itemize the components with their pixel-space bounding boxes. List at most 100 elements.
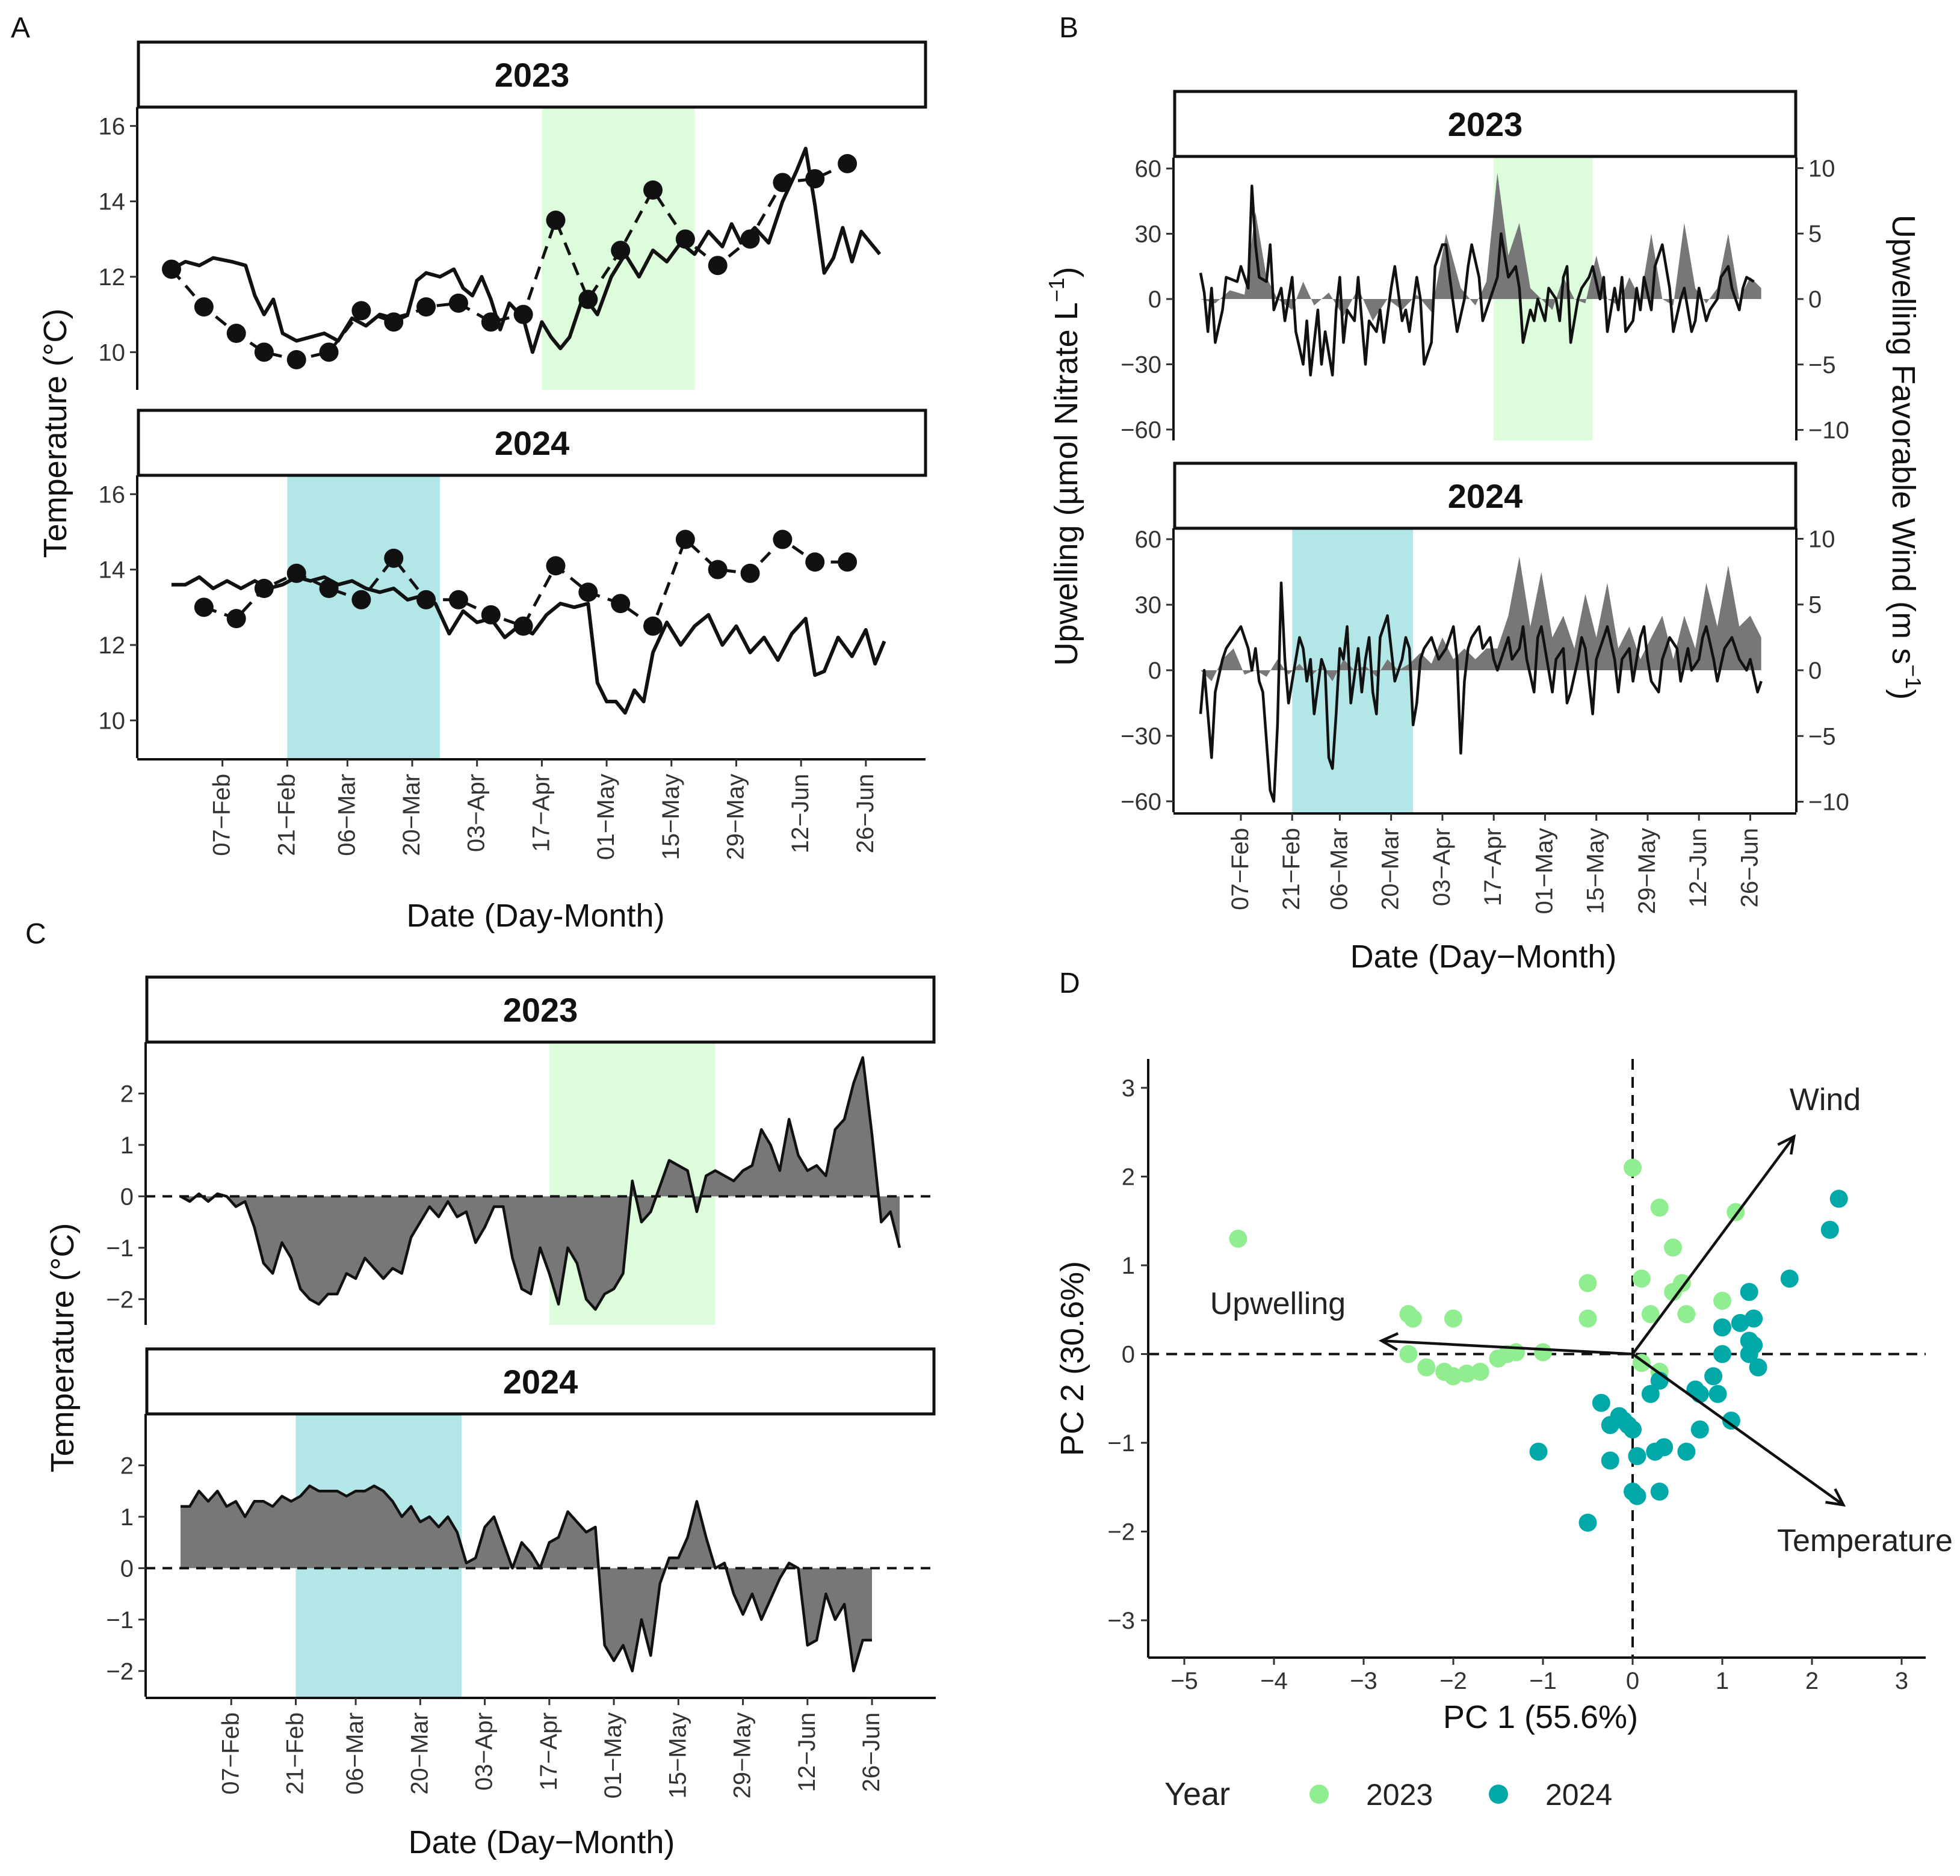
y-axis-right-tick-label: −10 xyxy=(1808,418,1849,444)
site-temperature-point xyxy=(708,256,728,276)
legend-title: Year xyxy=(1164,1776,1230,1812)
point-2024 xyxy=(1628,1487,1646,1505)
site-temperature-point xyxy=(838,552,858,572)
y-axis-left-tick-label: 30 xyxy=(1135,592,1162,619)
x-axis-tick-label: 03−Apr xyxy=(471,1712,498,1791)
point-2024 xyxy=(1641,1384,1660,1403)
x-axis-tick-label: 20−Mar xyxy=(1377,828,1404,910)
site-temperature-point xyxy=(448,293,468,313)
x-axis-tick-label: −5 xyxy=(1170,1668,1198,1694)
site-temperature-point xyxy=(351,301,371,321)
x-axis-tick-label: 20−Mar xyxy=(398,774,425,856)
y-axis-right-tick-label: 10 xyxy=(1808,526,1835,552)
site-temperature-point xyxy=(319,579,339,598)
facet-2023: 2023 −60 −30 0 30 60 −10 −5 0 5 10 xyxy=(1121,90,1849,444)
loading-label-wind: Wind xyxy=(1790,1082,1861,1117)
y-axis-right-tick-label: 10 xyxy=(1808,155,1835,182)
facet-strip-label: 2024 xyxy=(503,1363,578,1401)
site-temperature-point xyxy=(546,556,566,576)
panel-letter: C xyxy=(25,918,46,950)
site-temperature-point xyxy=(286,350,306,369)
x-axis-tick-label: 3 xyxy=(1895,1668,1908,1694)
point-2024 xyxy=(1650,1483,1669,1501)
site-temperature-point xyxy=(481,605,501,625)
x-axis-tick-label: 0 xyxy=(1626,1668,1639,1694)
site-temperature-point xyxy=(416,297,436,317)
continuous-temperature-line xyxy=(172,575,886,715)
site-temperature-point xyxy=(351,590,371,609)
y-axis-tick-label: 2 xyxy=(120,1081,134,1107)
point-2024 xyxy=(1708,1384,1727,1403)
y-axis-right-tick-label: −10 xyxy=(1808,789,1849,816)
y-axis-tick-label: 16 xyxy=(99,113,126,140)
x-axis-tick-label: 1 xyxy=(1716,1668,1729,1694)
point-2023 xyxy=(1417,1358,1436,1377)
y-axis-right-tick-label: 5 xyxy=(1808,592,1822,619)
facet-2024: 2024 −2 −1 0 1 2 xyxy=(106,1347,936,1697)
point-2024 xyxy=(1829,1189,1848,1208)
site-temperature-point xyxy=(773,529,793,549)
y-axis-left-tick-label: 60 xyxy=(1135,156,1162,182)
facet-2024: 2024 10 12 14 16 xyxy=(99,409,927,758)
y-axis-left-tick-label: −60 xyxy=(1121,789,1161,815)
y-axis-right-tick-label: 5 xyxy=(1808,221,1822,247)
panel-letter: B xyxy=(1059,12,1078,44)
x-axis-tick-label: 07−Feb xyxy=(217,1712,244,1795)
site-temperature-point xyxy=(675,529,695,549)
x-axis-tick-label: −3 xyxy=(1350,1668,1377,1694)
y-axis-left-tick-label: −30 xyxy=(1121,351,1161,378)
point-2023 xyxy=(1444,1309,1462,1328)
facet-strip-box xyxy=(137,409,927,477)
y-axis-left-title: Upwelling (µmol Nitrate L−1) xyxy=(1044,267,1084,665)
facet-strip-box xyxy=(1173,461,1798,530)
y-axis-left-tick-label: 30 xyxy=(1135,221,1162,248)
point-2024 xyxy=(1646,1442,1665,1461)
y-axis-tick-label: 16 xyxy=(99,481,126,508)
upwelling-area xyxy=(1201,173,1761,321)
continuous-temperature-line xyxy=(170,146,882,354)
y-axis-tick-label: 1 xyxy=(120,1132,134,1159)
point-2024 xyxy=(1628,1447,1646,1466)
y-axis-right-tick-label: 0 xyxy=(1808,286,1822,313)
site-temperature-point xyxy=(481,312,501,332)
y-axis-tick-label: 14 xyxy=(99,189,126,215)
x-axis-title: Date (Day−Month) xyxy=(1350,939,1617,975)
y-axis-tick-label: 0 xyxy=(120,1555,134,1582)
site-temperature-point xyxy=(254,579,274,598)
y-axis-left-tick-label: 60 xyxy=(1135,526,1162,553)
x-axis-tick-label: 26−Jun xyxy=(852,774,879,853)
site-temperature-point xyxy=(546,211,566,230)
y-axis-tick-label: 0 xyxy=(1122,1342,1135,1368)
y-axis-tick-label: −1 xyxy=(1107,1430,1135,1457)
y-axis-tick-label: 2 xyxy=(1122,1164,1135,1191)
upwelling-area xyxy=(1201,557,1761,682)
point-2023 xyxy=(1578,1309,1597,1328)
loading-label-upwelling: Upwelling xyxy=(1210,1286,1346,1321)
site-temperature-point xyxy=(773,173,793,193)
x-axis-tick-label: 17−Apr xyxy=(528,774,554,852)
point-2023 xyxy=(1677,1305,1696,1324)
loading-arrowhead xyxy=(1378,1332,1399,1351)
loading-label-temperature: Temperature xyxy=(1777,1523,1953,1558)
x-axis-tick-label: 12−Jun xyxy=(1685,828,1711,907)
x-axis-tick-label: 03−Apr xyxy=(463,774,490,852)
site-temperature-point xyxy=(611,594,631,614)
site-temperature-point xyxy=(226,324,246,343)
x-axis-tick-label: 07−Feb xyxy=(1227,828,1254,910)
point-2024 xyxy=(1722,1412,1740,1430)
y-axis-right-tick-label: −5 xyxy=(1808,352,1836,378)
x-axis-tick-label: 21−Feb xyxy=(282,1712,309,1795)
site-temperature-point xyxy=(740,563,760,583)
y-axis-right-title-text: Upwelling Favorable Wind (m s xyxy=(1885,215,1921,664)
loading-arrow-upwelling xyxy=(1381,1339,1633,1356)
x-axis-tick-label: 03−Apr xyxy=(1429,828,1455,906)
panel-b: B2023−60−3003060−10−505102024−60−3003060… xyxy=(1044,12,1926,975)
y-axis-tick-label: −3 xyxy=(1107,1608,1135,1634)
y-axis-tick-label: −2 xyxy=(106,1286,134,1313)
x-axis-tick-label: 07−Feb xyxy=(209,774,235,856)
y-axis-tick-label: 1 xyxy=(120,1504,134,1531)
loading-arrow-temperature xyxy=(1631,1353,1844,1507)
x-axis-tick-label: 06−Mar xyxy=(333,774,360,856)
loading-arrowhead xyxy=(1777,1134,1796,1155)
site-temperature-point xyxy=(740,229,760,249)
